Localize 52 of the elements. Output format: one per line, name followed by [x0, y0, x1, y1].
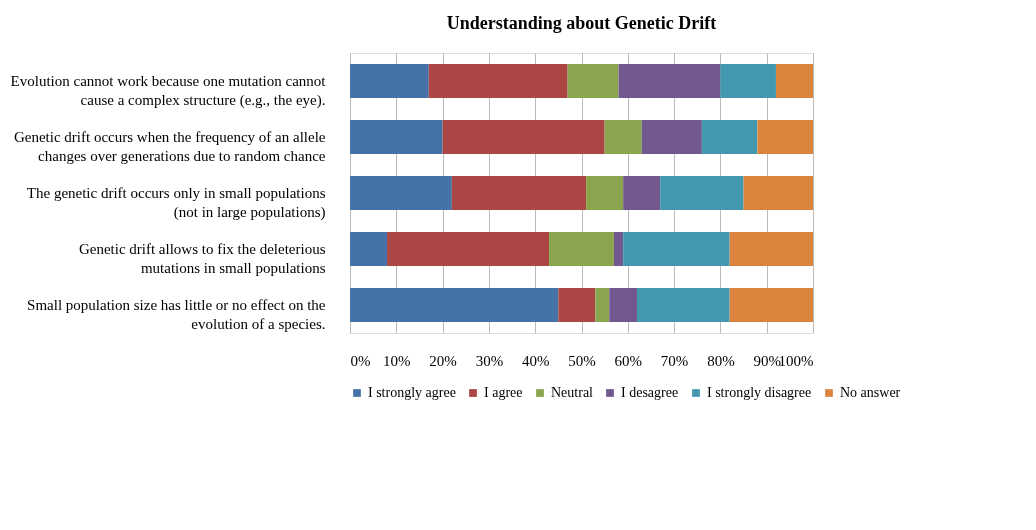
y-tick-label: Genetic drift allows to fix the deleterious mutations in small populations [78, 241, 326, 276]
bar [350, 232, 388, 266]
x-tick-label: 90% [753, 352, 781, 369]
y-tick-label: Evolution cannot work because one mutation cannot cause a complex structure (e.g., the eye). [10, 73, 327, 109]
bar [618, 64, 721, 98]
bar [387, 232, 550, 266]
x-tick-label: 0% [350, 352, 371, 369]
bar [660, 176, 744, 210]
bar [729, 232, 813, 266]
bar [604, 120, 642, 154]
x-tick-label: 10% [383, 352, 411, 369]
bar [350, 176, 452, 210]
bar [350, 120, 443, 154]
bar [451, 176, 587, 210]
bar [757, 120, 813, 154]
bar [567, 64, 619, 98]
bar [586, 176, 624, 210]
bar [775, 64, 813, 98]
y-tick-label: Genetic drift occurs when the frequency of an allele changes over generations due to random chance [13, 129, 326, 164]
bar [637, 288, 730, 322]
bar [609, 288, 638, 322]
x-tick-label: 80% [707, 352, 735, 369]
bar [442, 120, 605, 154]
bar [729, 288, 813, 322]
x-tick-label: 40% [521, 352, 550, 369]
x-tick-label: 30% [475, 352, 504, 369]
x-tick-label: 20% [429, 352, 457, 369]
legend-label: I agree [484, 385, 523, 400]
legend-label: I desagree [621, 385, 679, 400]
bar [350, 288, 559, 322]
legend-label: I strongly disagree [707, 385, 812, 400]
chart-title: Understanding about Genetic Drift [446, 13, 717, 33]
bar [623, 176, 661, 210]
legend-label: Neutral [551, 385, 594, 400]
bar [428, 64, 568, 98]
bar [701, 120, 758, 154]
bar [743, 176, 813, 210]
legend-label: I strongly agree [368, 385, 456, 400]
bar [558, 288, 596, 322]
legend-label: No answer [840, 385, 901, 400]
bar [549, 232, 614, 266]
bar [623, 232, 730, 266]
bar [350, 64, 429, 98]
bar [720, 64, 776, 98]
x-tick-label: 60% [614, 352, 643, 369]
x-tick-label: 50% [568, 352, 596, 369]
bar [595, 288, 610, 322]
bar [641, 120, 702, 154]
y-tick-label: Small population size has little or no effect on the evolution of a species. [27, 297, 326, 332]
bar [613, 232, 624, 266]
x-tick-label: 70% [660, 352, 689, 369]
y-tick-label: The genetic drift occurs only in small populations (not in large populations) [26, 185, 326, 221]
